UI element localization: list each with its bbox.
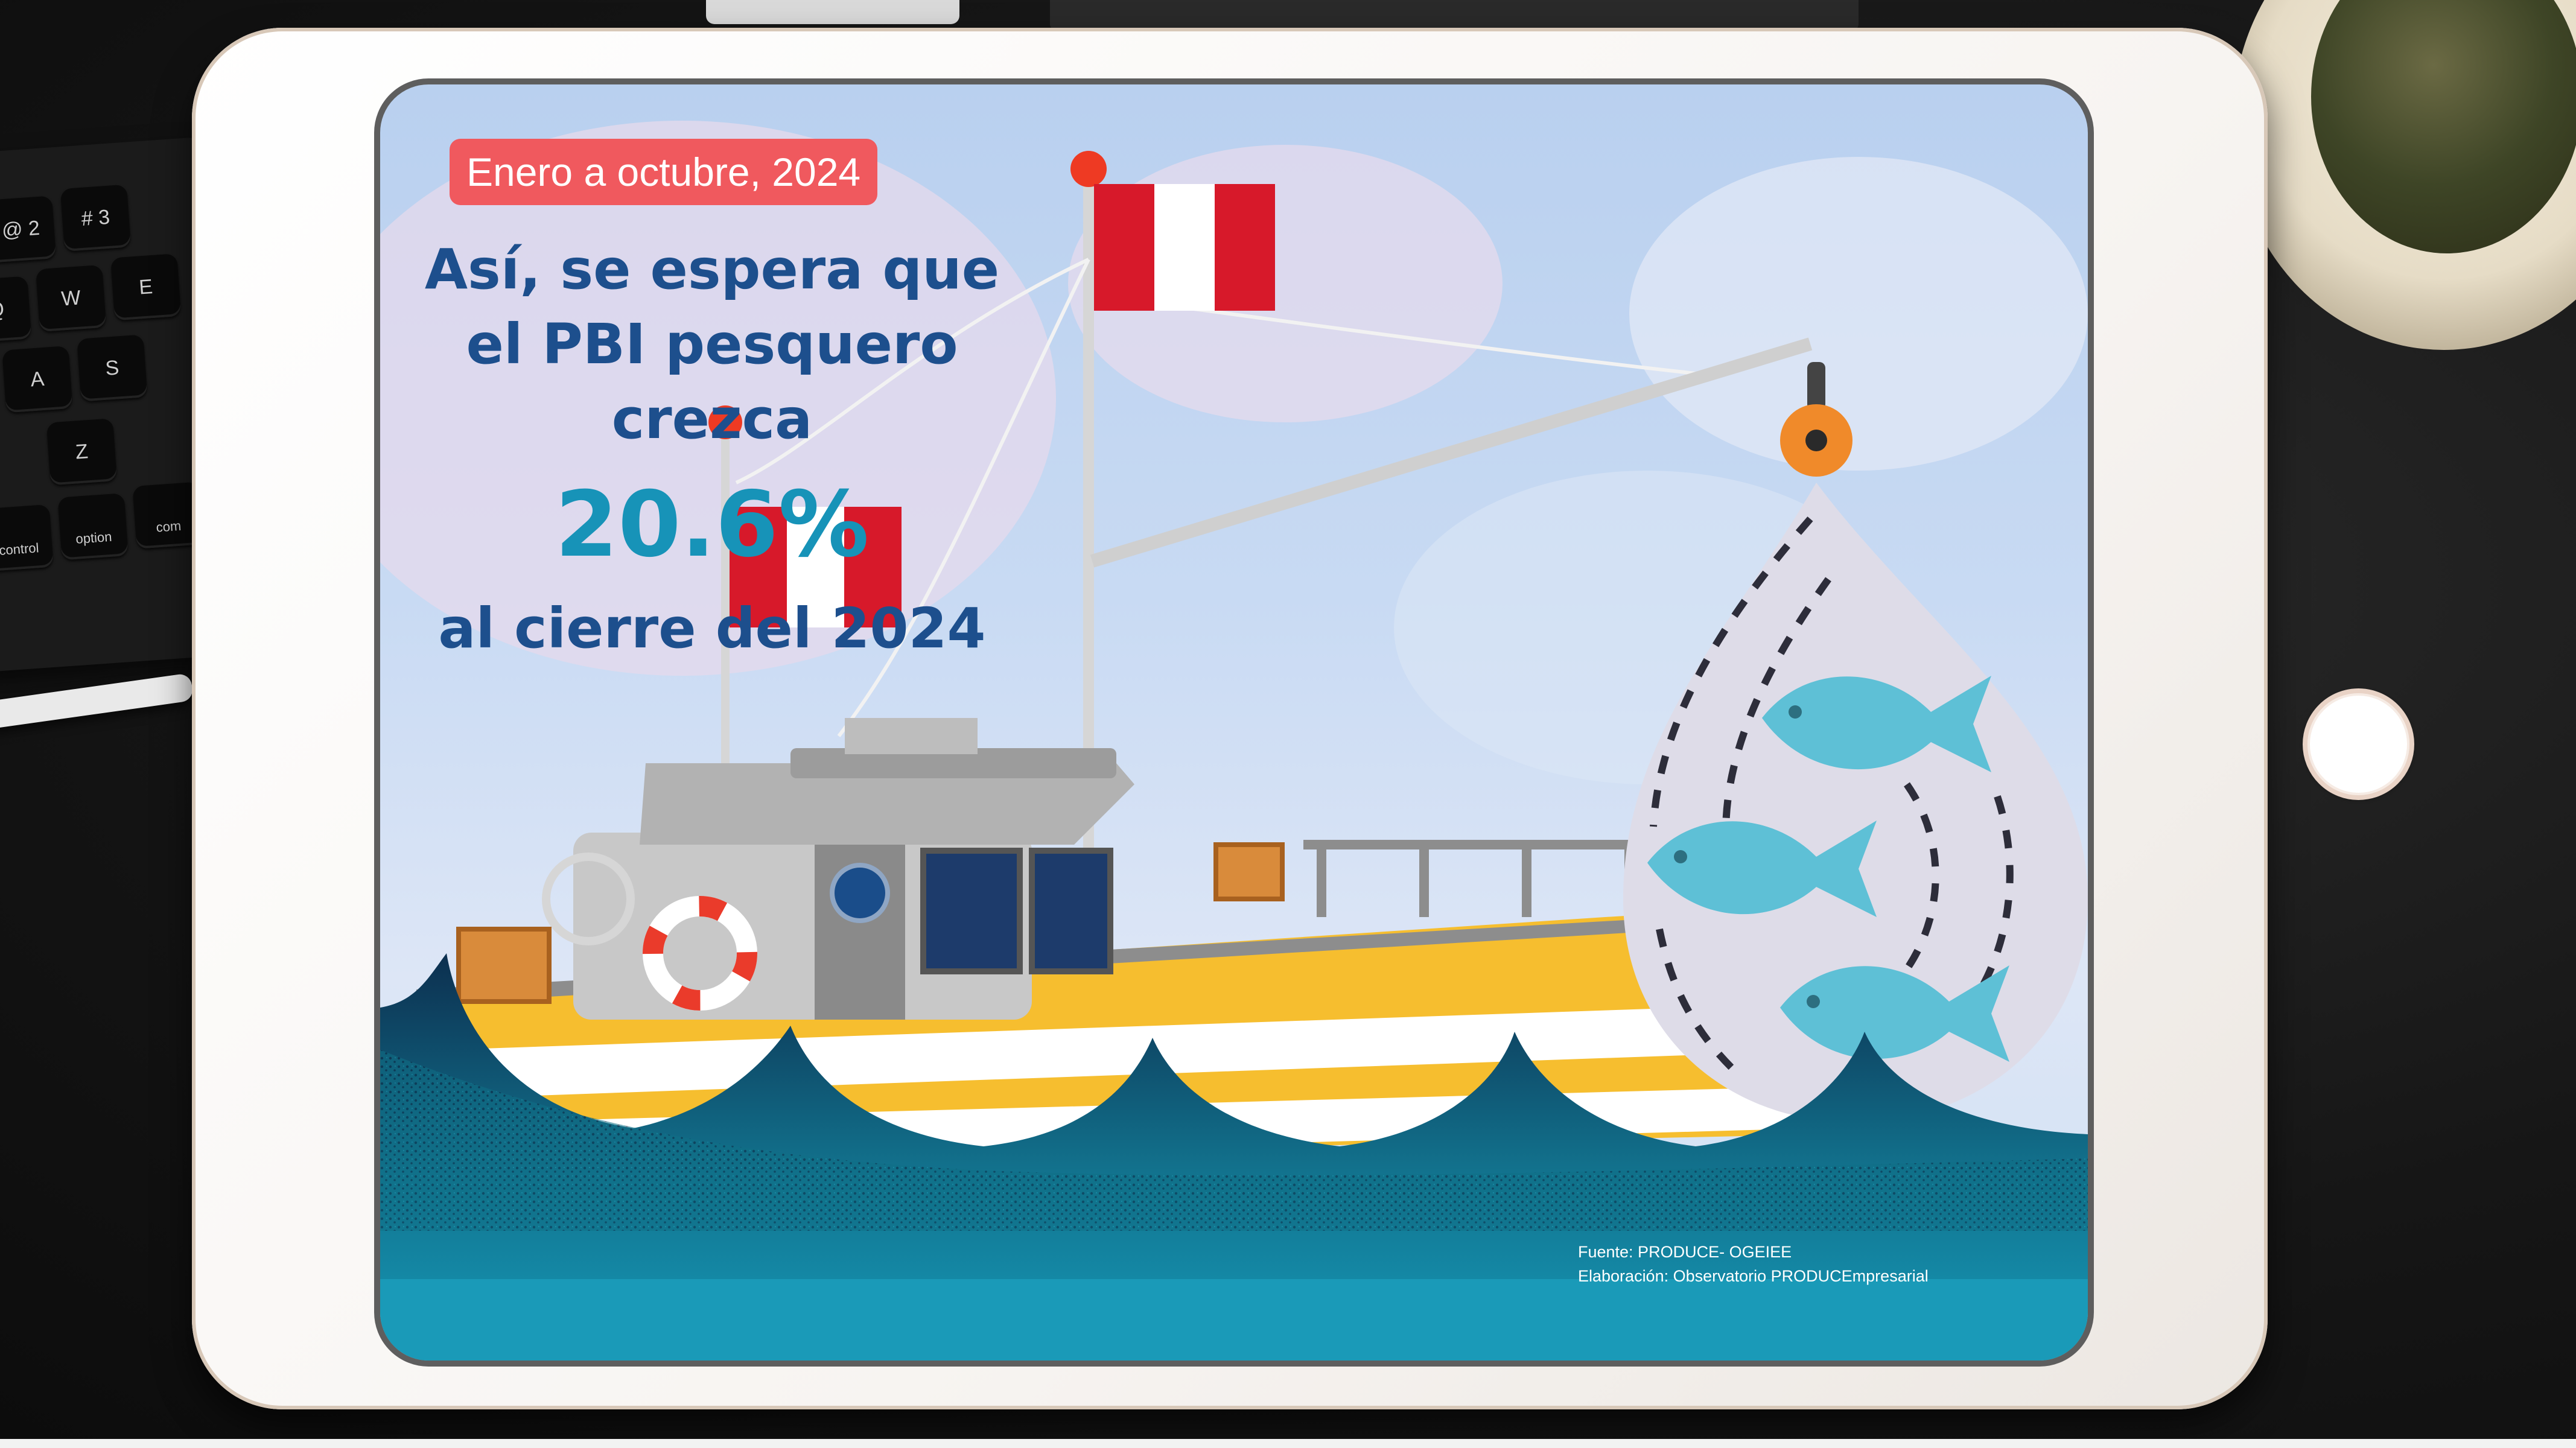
pulley-mount (1807, 362, 1825, 410)
boat-cabin (542, 718, 1134, 1020)
elaboration-credit: Elaboración: Observatorio PRODUCEmpresar… (1578, 1267, 1929, 1285)
crane-boom (1090, 337, 1813, 568)
key-3: # 3 (60, 184, 131, 252)
key-a: A (2, 346, 73, 413)
key-control: control (0, 504, 54, 572)
key-s: S (77, 334, 148, 402)
front-mast (721, 428, 730, 766)
peru-flag-icon (1094, 184, 1275, 311)
source-credit: Fuente: PRODUCE- OGEIEE (1578, 1243, 1792, 1261)
key-option: option (57, 493, 129, 560)
fish-icon (1647, 821, 1877, 917)
fish-icon (1780, 965, 2009, 1062)
peru-flag-icon (730, 507, 902, 627)
key-2: @ 2 (0, 195, 56, 263)
key-w: W (36, 264, 107, 332)
main-mast-light (1070, 151, 1107, 187)
spiral-notebook (1050, 0, 1859, 30)
date-badge: Enero a octubre, 2024 (450, 139, 878, 205)
key-e: E (110, 253, 182, 321)
key-q: Q (0, 276, 32, 343)
tablet-screen: Enero a octubre, 2024 Así, se espera que… (374, 78, 2094, 1367)
fish-icon (1762, 676, 1991, 772)
key-z: Z (46, 418, 117, 486)
rigging-ropes (735, 258, 1702, 737)
fishing-net (1623, 483, 2088, 1122)
notebook-edge (706, 0, 959, 24)
front-mast-light (708, 405, 742, 439)
lifebuoy-icon (643, 896, 757, 1011)
wooden-crate (456, 927, 552, 1004)
headline-text: Así, se espera que el PBI pesquero crezc… (424, 237, 1000, 451)
bottom-edge-strip (0, 1439, 2576, 1448)
closing-line-text: al cierre del 2024 (438, 596, 986, 661)
home-button-icon[interactable] (2303, 688, 2414, 800)
cactus-plant (2311, 0, 2576, 253)
growth-percentage: 20.6% (555, 472, 870, 577)
sea-waves (380, 953, 2088, 1361)
fishing-boat-illustration (380, 121, 2088, 1361)
wooden-crate (1213, 842, 1285, 901)
